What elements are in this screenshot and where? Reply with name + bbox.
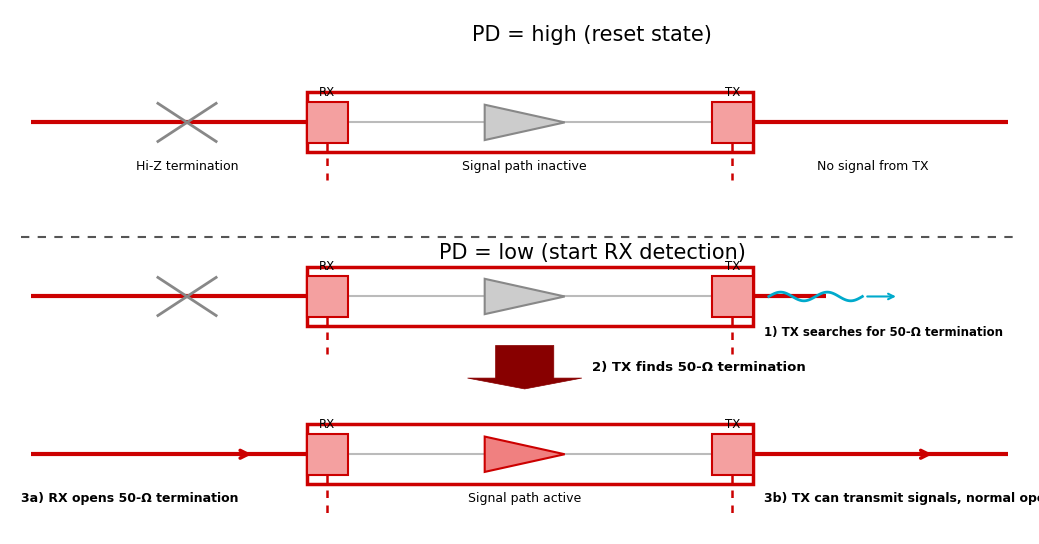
Text: RX: RX [319, 260, 336, 273]
Text: 3a) RX opens 50-Ω termination: 3a) RX opens 50-Ω termination [21, 492, 238, 505]
Text: No signal from TX: No signal from TX [817, 160, 929, 174]
Bar [712, 276, 753, 317]
Bar [307, 424, 753, 484]
Text: PD = high (reset state): PD = high (reset state) [473, 26, 712, 45]
Text: 2) TX finds 50-Ω termination: 2) TX finds 50-Ω termination [592, 361, 806, 374]
Text: RX: RX [319, 86, 336, 99]
Bar [712, 102, 753, 143]
Polygon shape [484, 436, 565, 472]
Text: 1) TX searches for 50-Ω termination: 1) TX searches for 50-Ω termination [764, 326, 1003, 339]
Bar [307, 276, 348, 317]
Bar [307, 102, 348, 143]
Text: RX: RX [319, 418, 336, 431]
Text: TX: TX [725, 418, 740, 431]
Text: Signal path inactive: Signal path inactive [462, 160, 587, 174]
Text: TX: TX [725, 86, 740, 99]
Bar [307, 434, 348, 475]
Bar [307, 92, 753, 152]
Bar [712, 434, 753, 475]
Text: Signal path active: Signal path active [469, 492, 581, 505]
Text: 3b) TX can transmit signals, normal operation: 3b) TX can transmit signals, normal oper… [764, 492, 1039, 505]
Bar [307, 267, 753, 326]
Polygon shape [468, 345, 582, 389]
Text: PD = low (start RX detection): PD = low (start RX detection) [438, 243, 746, 263]
Polygon shape [484, 105, 565, 140]
Text: TX: TX [725, 260, 740, 273]
Text: Hi-Z termination: Hi-Z termination [136, 160, 238, 174]
Polygon shape [484, 279, 565, 314]
